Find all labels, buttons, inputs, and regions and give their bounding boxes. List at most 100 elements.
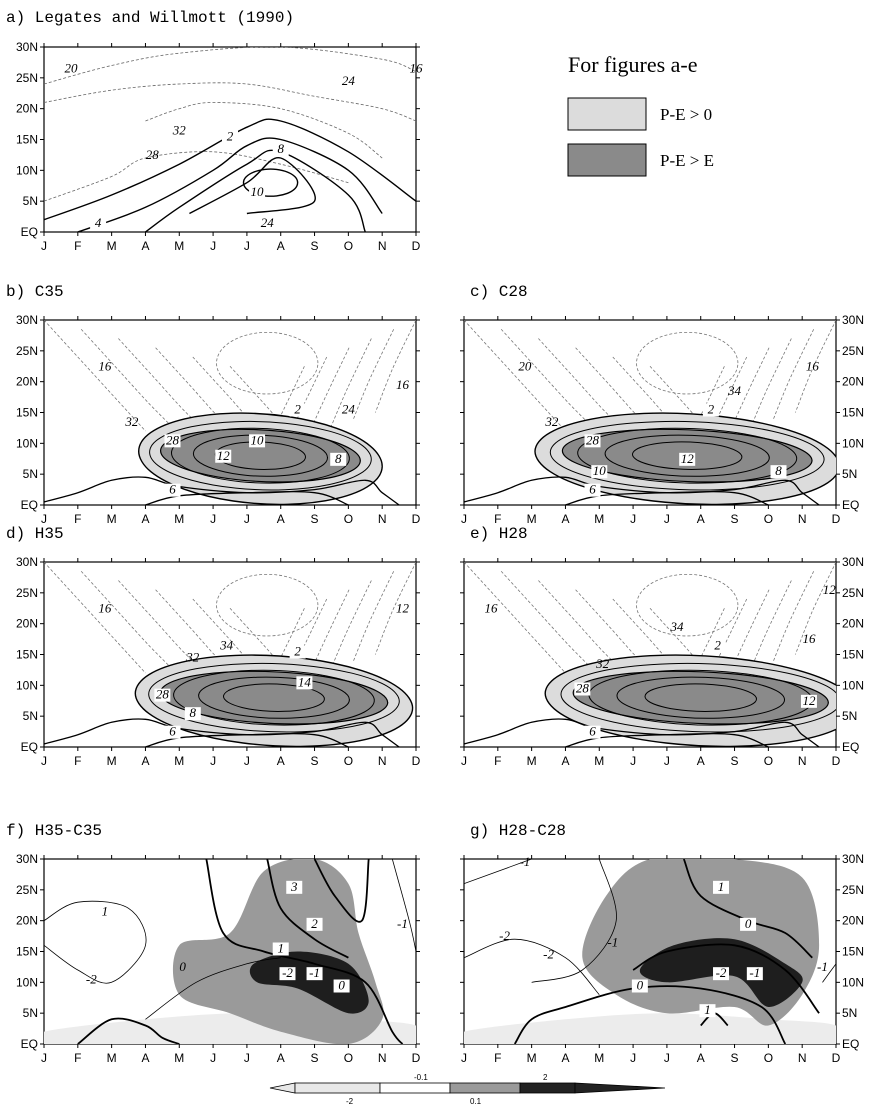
contour-label: 2 xyxy=(294,644,301,659)
x-tick-label: N xyxy=(378,1051,387,1065)
legend-swatch-positive xyxy=(567,97,647,131)
x-tick-label: F xyxy=(74,512,81,526)
x-tick-label: M xyxy=(107,512,117,526)
contour-label: -1 xyxy=(309,965,320,980)
y-tick-label: 20N xyxy=(16,617,38,631)
contour-label: 32 xyxy=(124,414,139,429)
contour-label: 0 xyxy=(745,916,752,931)
colorbar-low-arrow xyxy=(269,1082,296,1094)
x-tick-label: M xyxy=(107,239,117,253)
x-tick-label: A xyxy=(697,754,705,768)
colorbar-segment-neutral xyxy=(379,1082,451,1094)
x-tick-label: N xyxy=(378,754,387,768)
x-tick-label: A xyxy=(697,1051,705,1065)
contour-label-bg xyxy=(584,725,601,739)
x-tick-label: J xyxy=(461,1051,467,1065)
x-tick-label: N xyxy=(378,239,387,253)
dashed-contour xyxy=(500,570,603,680)
contour-label: 6 xyxy=(589,482,596,497)
dashed-contour xyxy=(795,562,836,655)
thin-contour xyxy=(464,938,600,995)
contour-label-bg xyxy=(184,707,201,721)
x-tick-label: J xyxy=(630,1051,636,1065)
y-tick-label: 5N xyxy=(23,194,38,208)
legend-label-exceeds-e: P-E > E xyxy=(660,151,714,170)
panel-title-d: d) H35 xyxy=(6,525,64,543)
dashed-contour-high xyxy=(216,331,319,395)
dashed-contour xyxy=(750,580,792,670)
contour-label: 12 xyxy=(823,582,837,597)
contour-layer-d xyxy=(44,562,416,747)
x-tick-label: F xyxy=(74,239,81,253)
dashed-contour xyxy=(330,338,372,428)
dashed-contour xyxy=(44,82,416,122)
solid-contour xyxy=(44,476,400,505)
y-tick-label: EQ xyxy=(21,740,38,754)
contour-label: 32 xyxy=(544,414,559,429)
solid-contour xyxy=(173,669,375,726)
x-tick-label: J xyxy=(41,239,47,253)
contour-label-bg xyxy=(164,434,181,448)
contour-label-bg xyxy=(584,434,601,448)
x-tick-label: J xyxy=(244,1051,250,1065)
x-tick-label: A xyxy=(141,239,149,253)
dashed-contour xyxy=(44,151,349,202)
y-tick-label: 30N xyxy=(842,852,864,866)
contour-label-bg xyxy=(679,452,696,466)
x-tick-label: M xyxy=(527,754,537,768)
contour-label-bg xyxy=(702,403,719,417)
panels-layer: a) Legates and Willmott (1990) J F M A M J J A S O… xyxy=(6,9,864,1065)
strong-positive-shading xyxy=(249,951,369,1014)
x-tick-label: A xyxy=(277,239,285,253)
y-tick-label: 5N xyxy=(23,709,38,723)
contour-label-bg xyxy=(154,688,171,702)
contour-label: 28 xyxy=(146,147,160,162)
solid-contour xyxy=(145,149,366,232)
contour-label: 12 xyxy=(802,693,816,708)
x-tick-label: A xyxy=(277,1051,285,1065)
y-tick-label: 15N xyxy=(16,945,38,959)
y-tick-label: 20N xyxy=(16,914,38,928)
thick-contour xyxy=(77,1017,180,1044)
y-tick-label: 15N xyxy=(842,406,864,420)
contour-layer-g xyxy=(464,859,836,1044)
dashed-contour xyxy=(44,562,146,674)
y-tick-label: EQ xyxy=(842,498,859,512)
thick-contour xyxy=(313,859,370,923)
y-tick-label: 5N xyxy=(23,1006,38,1020)
x-tick-label: O xyxy=(764,512,773,526)
contour-label: 6 xyxy=(169,482,176,497)
dashed-contour xyxy=(464,562,566,674)
x-tick-label: S xyxy=(731,754,739,768)
solid-contour xyxy=(604,434,770,477)
x-tick-label: M xyxy=(527,512,537,526)
y-tick-label: 25N xyxy=(16,344,38,358)
panel-b: b) C35 J F M A M J J A S O N D EQ 5N 10N 15N 20N 25N 30N 16 1… xyxy=(6,283,421,526)
solid-contour xyxy=(189,157,316,215)
x-tick-label: N xyxy=(798,754,807,768)
contour-label: 32 xyxy=(595,656,610,671)
solid-contour xyxy=(77,137,383,232)
contour-label: 1 xyxy=(277,941,284,956)
x-tick-label: F xyxy=(74,1051,81,1065)
x-tick-label: M xyxy=(107,1051,117,1065)
contour-label: 32 xyxy=(185,650,200,665)
solid-contour xyxy=(565,733,769,747)
colorbar-label-0: -2 xyxy=(346,1097,354,1106)
x-tick-label: J xyxy=(210,512,216,526)
x-tick-label: A xyxy=(277,754,285,768)
contour-label: 16 xyxy=(485,600,499,615)
panel-e: e) H28 J F M A M J J A S O N DEQ 5N 10N 15N 20N 25N 30N 16 1… xyxy=(460,525,864,768)
dashed-contour xyxy=(683,366,725,450)
x-tick-label: O xyxy=(344,239,353,253)
colorbar-segment-mid xyxy=(449,1082,521,1094)
y-tick-label: 30N xyxy=(16,313,38,327)
contour-label: -1 xyxy=(607,934,618,949)
panel-c: c) C28 J F M A M J J A S O N DEQ 5N 10N 15N 20N 25N 30N 20 1… xyxy=(460,283,864,526)
solid-contour xyxy=(170,427,350,484)
contour-label: 2 xyxy=(708,402,715,417)
y-tick-label: 10N xyxy=(16,163,38,177)
contour-label-bg xyxy=(699,1004,716,1018)
x-tick-label: O xyxy=(344,512,353,526)
solid-contour xyxy=(577,427,798,484)
